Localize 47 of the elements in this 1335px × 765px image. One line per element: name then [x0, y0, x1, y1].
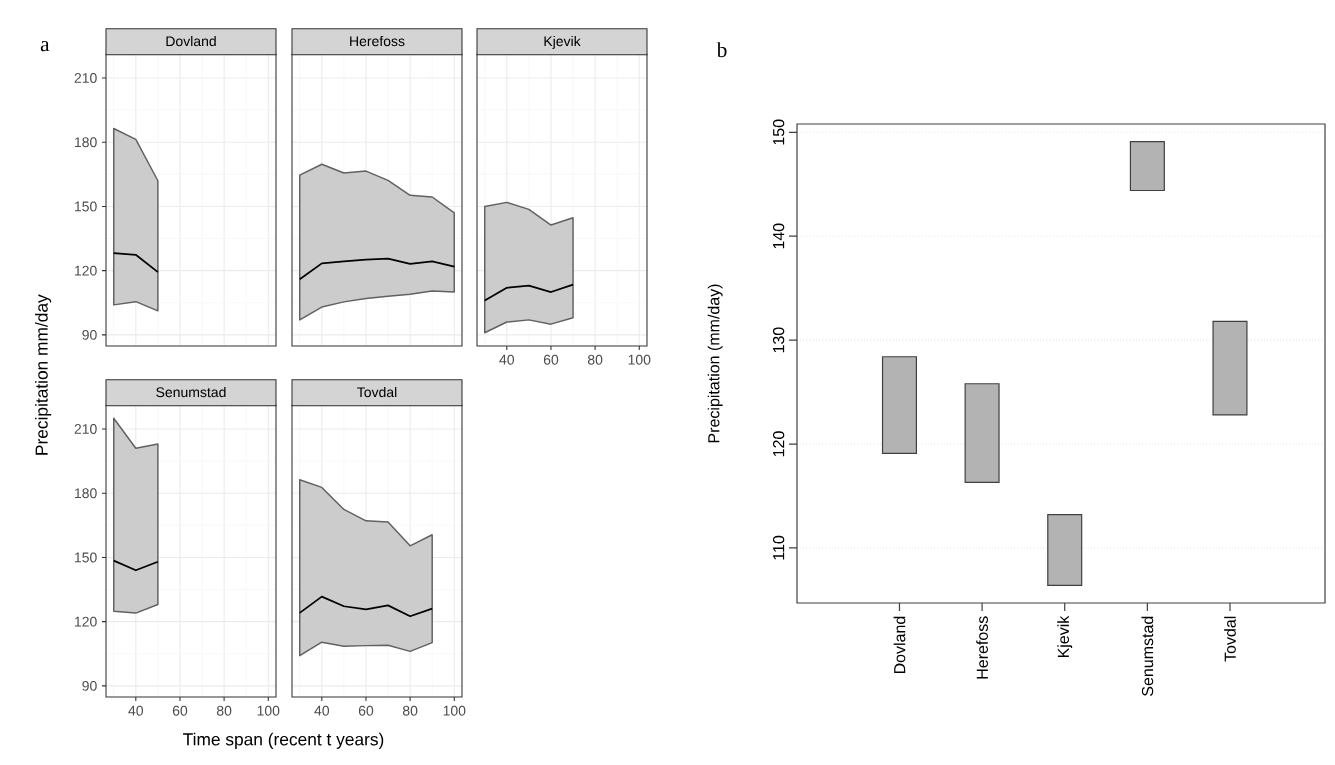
y-axis-title: Precipitation mm/day: [35, 294, 52, 455]
x-tick-label: 100: [443, 705, 466, 716]
text: b: [716, 42, 727, 58]
y-tick-label: 120: [75, 616, 97, 627]
x-tick-label: 100: [628, 354, 651, 365]
y-tick-label: 150: [75, 552, 97, 563]
y-tick-label: 130: [772, 327, 785, 353]
x-tick-label: Dovland: [893, 616, 906, 674]
y-tick-label: 90: [82, 680, 97, 691]
x-tick-label: 80: [216, 705, 232, 716]
x-tick-label: 40: [128, 705, 144, 716]
x-tick-label: 40: [499, 354, 515, 365]
x-tick-label: 100: [257, 705, 280, 716]
y-tick-label: 120: [75, 265, 97, 276]
chart-title: Dovland: [166, 35, 216, 47]
x-tick-label: Herefoss: [976, 616, 988, 679]
chart-title: Herefoss: [350, 35, 405, 47]
x-tick-label: Kjevik: [1057, 615, 1073, 658]
x-tick-label: 80: [587, 354, 603, 365]
y-axis-title: Precipitation (mm/day): [707, 284, 723, 443]
y-tick-label: 90: [82, 329, 97, 340]
y-tick-label: 210: [74, 73, 97, 83]
bar: [964, 383, 1000, 484]
y-tick-label: 180: [75, 488, 97, 499]
bar: [1047, 514, 1083, 586]
y-tick-label: 180: [75, 137, 97, 148]
x-tick-label: 40: [314, 705, 330, 716]
y-tick-label: 150: [75, 201, 97, 212]
y-tick-label: 210: [74, 424, 97, 434]
bar: [881, 356, 918, 454]
chart-title: Kjevik: [544, 35, 581, 49]
y-tick-label: 110: [772, 535, 785, 560]
chart-title: Tovdal: [357, 386, 397, 398]
x-tick-label: 60: [543, 354, 559, 365]
x-axis-title: Time span (recent t years): [183, 732, 384, 749]
y-tick-label: 120: [772, 431, 785, 457]
bar: [1212, 320, 1248, 416]
x-tick-label: Tovdal: [1224, 616, 1236, 662]
y-tick-label: 150: [772, 119, 785, 145]
chart-title: Senumstad: [156, 386, 226, 398]
x-tick-label: 60: [358, 705, 374, 716]
x-tick-label: 60: [172, 705, 188, 716]
y-tick-label: 140: [772, 223, 785, 249]
text: a: [40, 41, 50, 52]
x-tick-label: Senumstad: [1141, 616, 1154, 696]
x-tick-label: 80: [402, 705, 418, 716]
bar: [1129, 141, 1165, 192]
